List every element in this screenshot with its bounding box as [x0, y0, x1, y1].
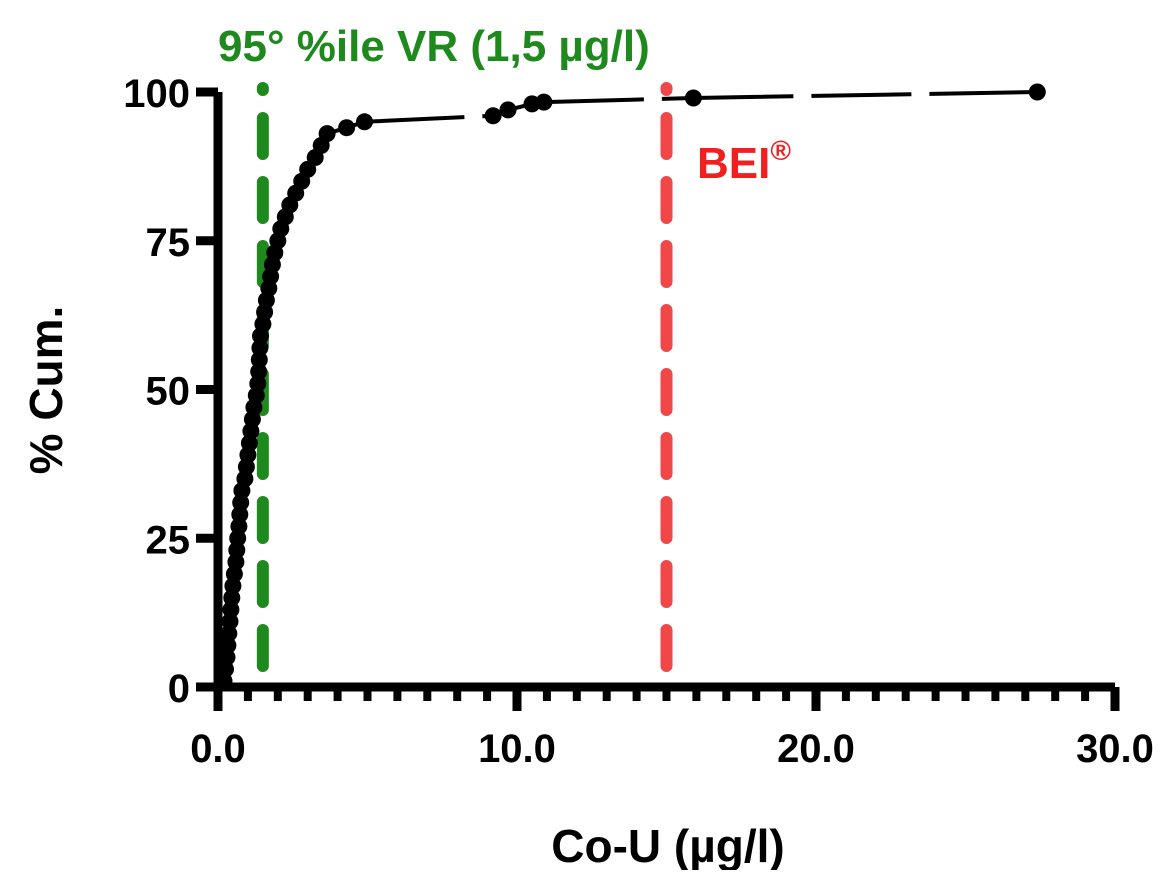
data-point-49	[484, 107, 502, 125]
bei-label-superscript: ®	[770, 135, 791, 166]
data-point-54	[1028, 83, 1046, 101]
y-tick-label-50: 50	[146, 370, 191, 414]
data-layer	[215, 83, 1046, 690]
reference-line-label-vr: 95° %ile VR (1,5 µg/l)	[218, 22, 650, 71]
data-point-46	[318, 125, 336, 143]
y-tick-label-100: 100	[123, 72, 190, 116]
x-tick-label-10: 10.0	[478, 727, 556, 771]
series-gap-49	[364, 111, 494, 126]
data-point-50	[499, 101, 517, 119]
data-point-48	[356, 113, 373, 131]
y-tick-label-25: 25	[146, 518, 191, 562]
axes-layer: 0 25 50 75 100 0.0 10.0 20.0 30.0	[123, 72, 1154, 771]
data-point-53	[684, 89, 702, 107]
bei-label-text: BEI	[697, 139, 770, 188]
x-tick-label-30: 30.0	[1076, 727, 1154, 771]
series-line	[222, 90, 1038, 682]
reference-lines-layer	[256, 82, 673, 672]
reference-line-label-bei: BEI®	[697, 135, 791, 188]
x-tick-label-20: 20.0	[777, 727, 855, 771]
x-axis-title: Co-U (µg/l)	[551, 820, 784, 870]
y-tick-label-0: 0	[168, 667, 190, 711]
data-point-47	[338, 119, 356, 137]
y-tick-label-75: 75	[146, 221, 191, 265]
data-point-52	[535, 93, 553, 111]
x-tick-label-0: 0.0	[190, 727, 246, 771]
y-axis-title: % Cum.	[20, 306, 72, 475]
